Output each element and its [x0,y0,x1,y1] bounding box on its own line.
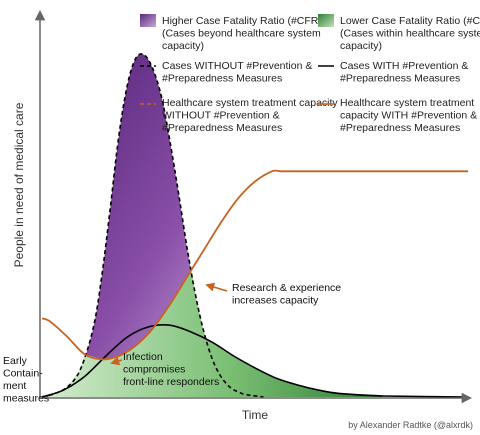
legend-label-cases-without: Cases WITHOUT #Prevention & #Preparednes… [162,60,315,85]
legend-swatch-low-cfr [318,14,334,27]
annotation-arrow-infection [110,356,123,366]
series-line-capacity-with [41,169,468,361]
area-low-cfr [42,269,383,397]
annotation-research: Research & experience increases capacity [232,282,344,307]
y-axis-title: People in need of medical care [12,102,26,267]
legend-label-capacity-without: Healthcare system treatment capacity WIT… [162,97,341,134]
series-lines [41,53,469,398]
legend: Higher Case Fatality Ratio (#CFR) (Cases… [140,14,480,134]
legend-swatch-high-cfr [140,14,156,27]
legend-label-high-cfr: Higher Case Fatality Ratio (#CFR) (Cases… [162,15,325,52]
x-axis-title: Time [242,408,269,422]
legend-label-capacity-with: Healthcare system treatment capacity WIT… [340,97,480,134]
legend-label-cases-with: Cases WITH #Prevention & #Preparedness M… [340,60,471,85]
annotation-early-containment: Early Contain- ment measures [3,355,49,405]
legend-label-low-cfr: Lower Case Fatality Ratio (#CFR) (Cases … [340,15,480,52]
credit-text: by Alexander Radtke (@alxrdk) [348,420,473,430]
area-fills [42,53,383,397]
area-high-cfr [42,53,264,397]
annotation-arrow-research [205,282,228,292]
series-line-cases-without [41,53,264,398]
annotation-infection: Infection compromises front-line respond… [123,351,219,388]
series-line-cases-with [41,324,469,398]
